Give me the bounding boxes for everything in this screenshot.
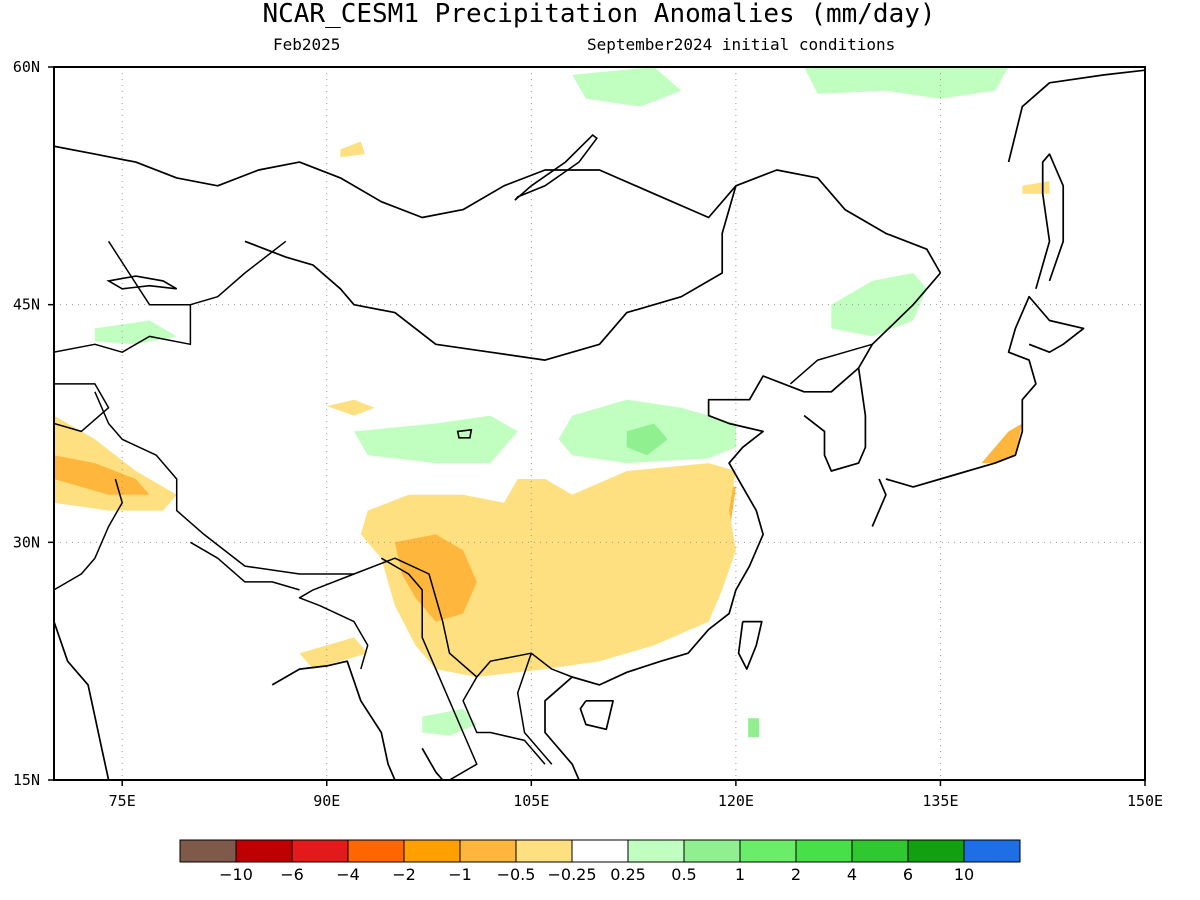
anomaly-region-siberia-wet-1: [572, 67, 682, 107]
colorbar-swatch: [403, 839, 461, 863]
colorbar-label: 10: [954, 865, 974, 884]
colorbar-label: 6: [903, 865, 913, 884]
coastline: [1007, 69, 1145, 163]
country-border: [190, 541, 300, 591]
plot-area: [54, 67, 1145, 780]
lon-tick-label: 90E: [313, 792, 340, 810]
lat-tick-label: 15N: [13, 771, 40, 789]
init-conditions-label: September2024 initial conditions: [587, 35, 895, 54]
coastline: [871, 478, 887, 527]
coastline: [544, 272, 942, 780]
coastline: [1035, 153, 1065, 290]
qinghai-lake: [456, 428, 473, 439]
coastline: [737, 620, 763, 670]
anomaly-region-southwest-china-dry: [360, 463, 736, 677]
colorbar-label: −6: [280, 865, 304, 884]
colorbar-label: −10: [219, 865, 253, 884]
country-border: [54, 383, 110, 433]
anomaly-region-japan-dry: [981, 423, 1023, 464]
colorbar-swatch: [179, 839, 237, 863]
colorbar-swatch: [571, 839, 629, 863]
chart-title: NCAR_CESM1 Precipitation Anomalies (mm/d…: [262, 0, 935, 29]
coastline-layer: [54, 69, 1145, 780]
country-border: [298, 573, 369, 670]
colorbar-label: −0.5: [497, 865, 536, 884]
colorbar-label: 0.25: [610, 865, 646, 884]
lat-tick-label: 45N: [13, 296, 40, 314]
colorbar-swatch: [739, 839, 797, 863]
country-border: [54, 557, 96, 591]
colorbar-swatch: [963, 839, 1021, 863]
colorbar-label: 0.5: [671, 865, 696, 884]
lon-tick-label: 150E: [1127, 792, 1163, 810]
colorbar-label: −0.25: [547, 865, 596, 884]
lon-tick-label: 75E: [109, 792, 136, 810]
colorbar-swatch: [347, 839, 405, 863]
lon-tick-label: 105E: [513, 792, 549, 810]
country-border: [380, 557, 478, 780]
colorbar-swatch: [851, 839, 909, 863]
anomaly-region-mongolia-spot-dry: [326, 399, 375, 416]
colorbar-swatch: [235, 839, 293, 863]
plot-frame: [53, 66, 1146, 781]
coastline: [54, 621, 110, 780]
anomaly-region-pakistan-afghanistan-core: [54, 455, 150, 495]
colorbar-swatch: [683, 839, 741, 863]
colorbar-swatch: [627, 839, 685, 863]
country-border: [462, 676, 546, 765]
anomaly-region-taiwan-wet: [748, 718, 760, 738]
country-border: [516, 652, 553, 765]
colorbar: −10 −6 −4 −2 −1 −0.5 −0.25 0.25 0.5 1 2 4 6 10: [179, 839, 1021, 884]
anomaly-region-kazakhstan-spot-dry: [340, 141, 365, 158]
anomaly-region-indochina-wet: [422, 708, 477, 736]
anomaly-region-yunnan-dry-core: [394, 534, 477, 622]
colorbar-label: −2: [392, 865, 416, 884]
lake-layer: [106, 134, 598, 439]
anomaly-region-tibet-north-wet: [354, 415, 518, 464]
country-border: [94, 478, 123, 559]
coastline: [421, 747, 444, 780]
axis-ticks: 75E 90E 105E 120E 135E 150E 60N 45N 30N 15N: [13, 58, 1163, 810]
coastline: [579, 699, 614, 731]
colorbar-swatch: [459, 839, 517, 863]
anomaly-region-bangladesh-dry: [299, 637, 368, 670]
lon-tick-label: 135E: [922, 792, 958, 810]
gridlines: [54, 67, 1145, 780]
lon-tick-label: 120E: [718, 792, 754, 810]
lake-baikal: [514, 134, 598, 201]
colorbar-swatch: [795, 839, 853, 863]
coastline: [244, 185, 737, 361]
anomaly-region-manchuria-wet: [831, 273, 927, 337]
coastline: [885, 295, 1085, 488]
coastline: [54, 145, 942, 274]
anomaly-region-north-china-wet-core: [626, 423, 668, 456]
coastline: [803, 367, 867, 472]
colorbar-swatch: [515, 839, 573, 863]
target-month-label: Feb2025: [273, 35, 340, 54]
country-border: [107, 240, 287, 306]
coastline: [463, 779, 464, 780]
colorbar-swatch: [291, 839, 349, 863]
lat-tick-label: 30N: [13, 533, 40, 551]
coastline: [271, 660, 396, 780]
colorbar-label: −4: [336, 865, 360, 884]
lat-tick-label: 60N: [13, 58, 40, 76]
country-border: [789, 343, 873, 385]
colorbar-label: 1: [735, 865, 745, 884]
colorbar-label: 2: [791, 865, 801, 884]
anomaly-region-siberia-wet-2: [804, 67, 1009, 99]
anomaly-layer: [54, 67, 1050, 738]
lake-balkhash: [106, 275, 178, 290]
colorbar-swatch: [907, 839, 965, 863]
colorbar-label: 4: [847, 865, 857, 884]
colorbar-label: −1: [448, 865, 472, 884]
country-border: [54, 304, 192, 353]
